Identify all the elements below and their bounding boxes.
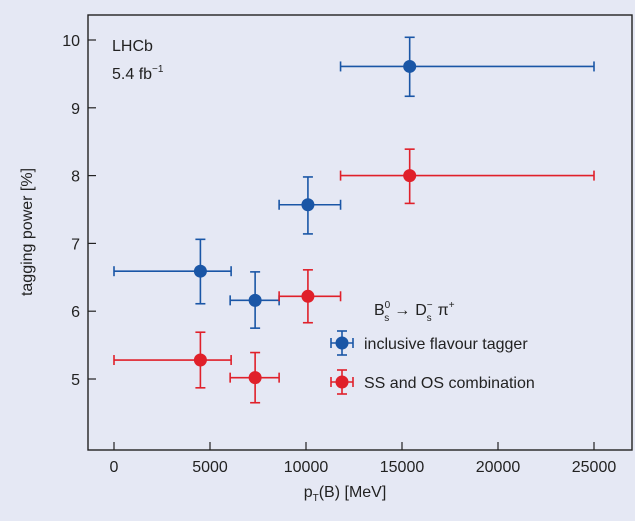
x-tick-label: 15000 xyxy=(380,459,425,476)
y-tick-label: 6 xyxy=(71,304,80,321)
decay-label: B0 s → D− s π+ xyxy=(374,300,455,324)
y-tick-label: 8 xyxy=(71,169,80,186)
y-tick-label: 10 xyxy=(62,33,80,50)
x-tick-label: 0 xyxy=(110,459,119,476)
data-point-blue xyxy=(339,36,595,98)
experiment-label: LHCb xyxy=(112,38,153,55)
legend: inclusive flavour tagger SS and OS combin… xyxy=(330,330,535,395)
legend-marker xyxy=(330,330,354,356)
y-tick-label: 7 xyxy=(71,236,80,253)
plot-frame xyxy=(87,14,633,451)
legend-label: inclusive flavour tagger xyxy=(364,336,528,353)
x-tick-label: 10000 xyxy=(284,459,329,476)
data-point-red xyxy=(278,269,342,324)
data-point-red xyxy=(339,148,595,205)
data-point-red xyxy=(113,331,232,389)
y-tick-label: 9 xyxy=(71,101,80,118)
luminosity-label: 5.4 fb−1 xyxy=(112,64,164,83)
y-tick-label: 5 xyxy=(71,372,80,389)
data-point-blue xyxy=(113,238,232,305)
x-axis-label: pT(B) [MeV] xyxy=(304,484,387,504)
legend-label: SS and OS combination xyxy=(364,375,535,392)
x-tick-label: 25000 xyxy=(572,459,617,476)
data-point-blue xyxy=(278,176,342,235)
x-tick-label: 5000 xyxy=(192,459,228,476)
y-axis-label: tagging power [%] xyxy=(19,168,36,296)
data-point-blue xyxy=(229,271,280,329)
x-tick-label: 20000 xyxy=(476,459,521,476)
data-point-red xyxy=(229,351,280,404)
legend-marker xyxy=(330,369,354,395)
